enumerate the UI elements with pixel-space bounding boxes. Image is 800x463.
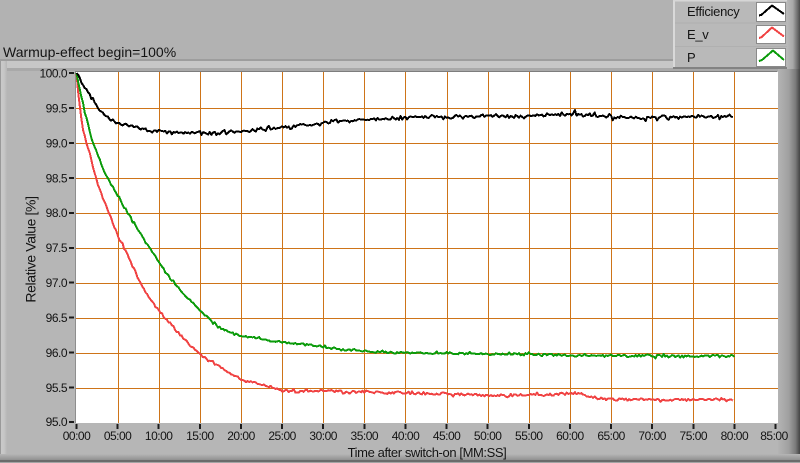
svg-text:50:00: 50:00 [474, 429, 502, 443]
svg-text:85:00: 85:00 [760, 429, 788, 443]
svg-text:P: P [687, 50, 695, 65]
svg-text:95.5: 95.5 [46, 381, 68, 395]
svg-text:99.5: 99.5 [46, 101, 68, 115]
svg-text:97.5: 97.5 [46, 241, 68, 255]
svg-text:Relative Value [%]: Relative Value [%] [23, 196, 39, 302]
svg-text:65:00: 65:00 [597, 429, 625, 443]
svg-text:10:00: 10:00 [145, 429, 173, 443]
svg-text:30:00: 30:00 [309, 429, 337, 443]
svg-text:00:00: 00:00 [63, 429, 91, 443]
svg-text:45:00: 45:00 [433, 429, 461, 443]
svg-text:E_v: E_v [687, 27, 709, 42]
svg-text:99.0: 99.0 [46, 136, 68, 150]
svg-text:100.0: 100.0 [39, 66, 67, 80]
svg-text:25:00: 25:00 [268, 429, 296, 443]
svg-text:98.0: 98.0 [46, 206, 68, 220]
svg-text:80:00: 80:00 [721, 429, 749, 443]
svg-text:55:00: 55:00 [515, 429, 543, 443]
svg-text:Warmup-effect begin=100%: Warmup-effect begin=100% [3, 44, 176, 60]
svg-text:96.5: 96.5 [46, 311, 68, 325]
svg-text:96.0: 96.0 [46, 346, 68, 360]
svg-text:97.0: 97.0 [46, 276, 68, 290]
svg-text:15:00: 15:00 [186, 429, 214, 443]
svg-text:60:00: 60:00 [556, 429, 584, 443]
svg-text:Efficiency: Efficiency [687, 4, 740, 19]
svg-text:20:00: 20:00 [227, 429, 255, 443]
svg-text:98.5: 98.5 [46, 171, 68, 185]
svg-text:35:00: 35:00 [351, 429, 379, 443]
svg-text:40:00: 40:00 [392, 429, 420, 443]
svg-text:70:00: 70:00 [638, 429, 666, 443]
svg-text:95.0: 95.0 [46, 415, 68, 429]
svg-text:05:00: 05:00 [104, 429, 132, 443]
svg-text:75:00: 75:00 [680, 429, 708, 443]
svg-text:Time after switch-on [MM:SS]: Time after switch-on [MM:SS] [348, 445, 507, 460]
